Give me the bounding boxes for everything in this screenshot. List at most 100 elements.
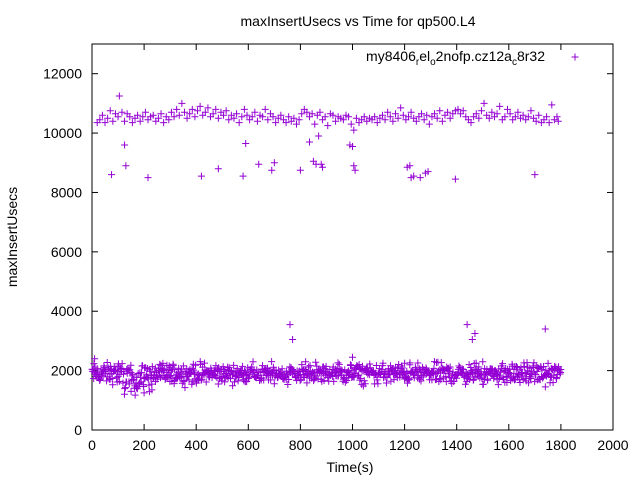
data-point (96, 375, 104, 383)
data-point (176, 374, 184, 382)
data-point (235, 374, 243, 382)
data-point (106, 107, 114, 115)
data-point (289, 365, 297, 373)
data-point (389, 117, 397, 125)
data-point (322, 362, 330, 370)
data-point (431, 110, 439, 118)
data-point (494, 381, 502, 389)
data-point (349, 142, 356, 150)
data-point (311, 120, 319, 128)
data-point (525, 379, 533, 387)
data-point (112, 367, 120, 375)
data-point (91, 355, 99, 363)
data-point (93, 365, 101, 373)
data-point (337, 367, 345, 375)
data-point (270, 380, 278, 388)
data-point (191, 113, 199, 121)
data-point (499, 360, 507, 368)
legend-label-part: my8406 (366, 48, 416, 64)
data-point (140, 389, 148, 397)
data-point (295, 116, 303, 124)
data-point (436, 375, 444, 383)
data-point (350, 373, 358, 381)
data-point (166, 364, 174, 372)
data-point (437, 359, 445, 367)
data-point (121, 117, 129, 125)
data-point (180, 377, 188, 385)
data-point (330, 377, 338, 385)
data-point (230, 361, 238, 369)
data-point (511, 113, 519, 121)
data-point (418, 110, 426, 118)
data-point (391, 110, 399, 118)
data-point (361, 380, 369, 388)
data-point (89, 367, 97, 375)
data-point (243, 111, 251, 119)
data-point (126, 113, 134, 121)
data-point (378, 111, 386, 119)
data-point (535, 111, 543, 119)
data-point (501, 113, 509, 121)
data-point (423, 111, 431, 119)
data-point (477, 107, 485, 115)
data-point (96, 116, 104, 124)
data-point (109, 381, 117, 389)
data-point (394, 114, 402, 122)
data-point (492, 367, 500, 375)
data-point (405, 375, 413, 383)
data-point (514, 108, 522, 116)
data-point (350, 162, 358, 170)
y-tick-label: 2000 (51, 363, 82, 379)
data-point (374, 380, 382, 388)
data-point (319, 163, 327, 171)
data-point (127, 369, 135, 377)
data-point (506, 110, 514, 118)
data-point (282, 119, 290, 127)
data-point (313, 362, 321, 370)
data-point (256, 375, 264, 383)
data-point (387, 377, 395, 385)
y-axis-label: maxInsertUsecs (4, 187, 20, 287)
data-point (108, 171, 116, 179)
data-point (289, 335, 297, 343)
data-point (335, 360, 343, 368)
data-point (296, 377, 304, 385)
data-point (339, 116, 347, 124)
data-point (134, 370, 142, 378)
data-point (305, 363, 313, 371)
data-point (412, 117, 420, 125)
data-point (544, 359, 552, 367)
x-tick-label: 1600 (493, 437, 524, 453)
data-point (270, 159, 278, 167)
data-point (493, 110, 501, 118)
x-tick-label: 1000 (337, 437, 368, 453)
data-point (430, 364, 438, 372)
data-point (212, 105, 220, 113)
data-point (347, 120, 355, 128)
data-point (136, 379, 144, 387)
data-point (356, 376, 364, 384)
data-point (471, 330, 479, 337)
data-point (532, 370, 540, 378)
data-point (373, 376, 381, 384)
data-point (209, 110, 217, 118)
data-point (196, 102, 204, 110)
data-point (129, 370, 137, 378)
data-point (268, 166, 276, 174)
data-point (465, 361, 473, 369)
data-point (446, 363, 454, 371)
data-point (245, 374, 253, 382)
data-point (127, 361, 135, 369)
data-point (227, 375, 235, 383)
data-point (384, 108, 392, 116)
data-point (188, 105, 196, 113)
data-point (381, 116, 389, 124)
y-tick-label: 8000 (51, 184, 82, 200)
data-point (261, 105, 269, 113)
data-point (455, 362, 463, 370)
data-point (398, 364, 406, 372)
data-point (541, 325, 549, 333)
data-point (121, 384, 129, 392)
data-point (407, 108, 415, 116)
data-point (401, 359, 409, 367)
